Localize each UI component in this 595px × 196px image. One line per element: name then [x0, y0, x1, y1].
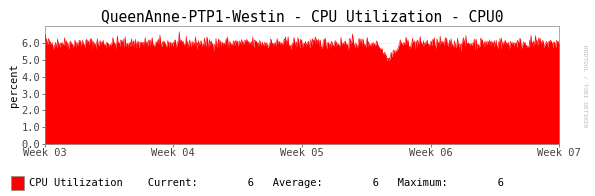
Text: RRDTOOL / TOBI OETIKER: RRDTOOL / TOBI OETIKER	[583, 45, 588, 127]
Y-axis label: percent: percent	[9, 63, 19, 107]
Text: CPU Utilization    Current:        6   Average:        6   Maximum:        6: CPU Utilization Current: 6 Average: 6 Ma…	[29, 178, 503, 188]
Title: QueenAnne-PTP1-Westin - CPU Utilization - CPU0: QueenAnne-PTP1-Westin - CPU Utilization …	[101, 9, 503, 24]
